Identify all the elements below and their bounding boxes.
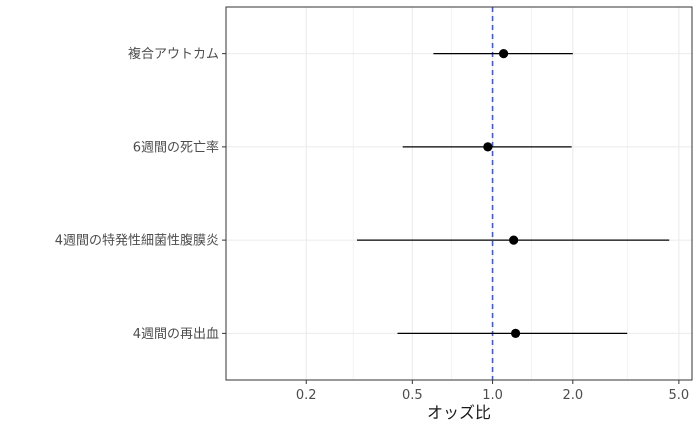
x-axis-tick-label: 5.0 <box>669 388 690 403</box>
point-estimate-marker <box>498 49 509 59</box>
y-axis-tick-label: 4週間の特発性細菌性腹膜炎 <box>55 233 219 249</box>
y-axis-tick-label: 4週間の再出血 <box>133 327 219 342</box>
axis-layer: 複合アウトカム 6週間の死亡率 4週間の特発性細菌性腹膜炎 4週間の再出血 0.2 0.5… <box>55 46 690 403</box>
grid-layer <box>225 7 692 380</box>
point-estimate-marker <box>509 235 519 245</box>
x-axis-tick-label: 0.5 <box>402 388 423 403</box>
point-estimate-marker <box>510 328 521 338</box>
y-axis-tick-label: 複合アウトカム <box>128 46 219 62</box>
x-axis-tick-label: 0.2 <box>296 388 317 403</box>
x-axis-tick-label: 2.0 <box>562 388 583 403</box>
point-estimate-marker <box>483 142 493 152</box>
y-axis-tick-label: 6週間の死亡率 <box>133 139 219 155</box>
panel-border <box>225 6 693 381</box>
x-axis-title: オッズ比 <box>427 403 491 422</box>
data-layer <box>356 49 670 338</box>
x-axis-tick-label: 1.0 <box>482 388 503 403</box>
